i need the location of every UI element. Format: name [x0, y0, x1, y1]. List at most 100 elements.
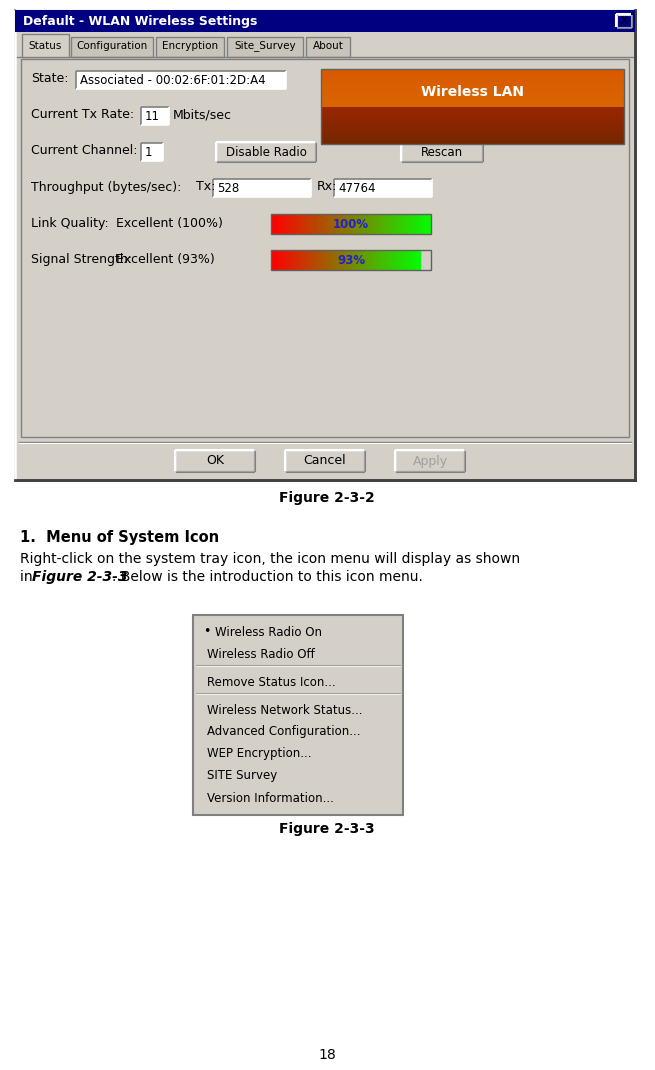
- Bar: [369, 214, 371, 234]
- Bar: [395, 214, 398, 234]
- Bar: [301, 250, 303, 270]
- Bar: [193, 615, 403, 815]
- Text: Throughput (bytes/sec):: Throughput (bytes/sec):: [31, 181, 181, 194]
- Text: Encryption: Encryption: [162, 41, 218, 51]
- Bar: [71, 37, 153, 57]
- Bar: [299, 250, 301, 270]
- Bar: [419, 214, 422, 234]
- Bar: [391, 214, 394, 234]
- Bar: [403, 214, 405, 234]
- Bar: [321, 114, 624, 117]
- Bar: [429, 250, 432, 270]
- Bar: [387, 250, 390, 270]
- Text: 47764: 47764: [338, 182, 375, 195]
- Bar: [289, 250, 291, 270]
- Text: Remove Status Icon...: Remove Status Icon...: [207, 675, 335, 688]
- Bar: [397, 214, 400, 234]
- Bar: [383, 250, 386, 270]
- Text: Wireless LAN: Wireless LAN: [421, 85, 524, 98]
- Bar: [413, 214, 415, 234]
- Bar: [403, 250, 405, 270]
- Text: 100%: 100%: [333, 217, 369, 230]
- Text: Figure 2-3-3: Figure 2-3-3: [32, 570, 128, 584]
- Bar: [321, 214, 324, 234]
- Text: in: in: [20, 570, 37, 584]
- Text: . Below is the introduction to this icon menu.: . Below is the introduction to this icon…: [112, 570, 423, 584]
- Bar: [321, 117, 624, 120]
- Text: Associated - 00:02:6F:01:2D:A4: Associated - 00:02:6F:01:2D:A4: [80, 74, 266, 87]
- Bar: [365, 214, 367, 234]
- Bar: [321, 72, 624, 75]
- Bar: [401, 142, 483, 162]
- Bar: [343, 214, 345, 234]
- Bar: [345, 250, 348, 270]
- Bar: [305, 250, 307, 270]
- Bar: [277, 214, 280, 234]
- Bar: [321, 134, 624, 137]
- Bar: [321, 250, 324, 270]
- Bar: [325, 214, 328, 234]
- Bar: [321, 137, 624, 139]
- Bar: [319, 250, 322, 270]
- Bar: [271, 214, 431, 234]
- Text: Wireless Radio Off: Wireless Radio Off: [207, 647, 315, 660]
- Bar: [321, 68, 624, 72]
- Bar: [361, 250, 364, 270]
- Text: 18: 18: [318, 1048, 336, 1063]
- Bar: [395, 450, 465, 472]
- Bar: [331, 214, 333, 234]
- Bar: [285, 450, 365, 472]
- Text: Wireless Radio On: Wireless Radio On: [215, 626, 322, 639]
- Bar: [273, 214, 276, 234]
- Bar: [307, 214, 310, 234]
- Bar: [389, 250, 392, 270]
- Bar: [616, 14, 632, 28]
- Bar: [299, 214, 301, 234]
- Bar: [349, 250, 352, 270]
- Bar: [76, 71, 286, 89]
- Bar: [389, 214, 392, 234]
- Bar: [371, 214, 373, 234]
- Bar: [321, 119, 624, 122]
- Bar: [357, 214, 360, 234]
- Bar: [321, 104, 624, 107]
- Bar: [277, 250, 280, 270]
- Bar: [363, 214, 365, 234]
- Bar: [321, 68, 624, 144]
- Bar: [323, 250, 326, 270]
- Bar: [275, 250, 278, 270]
- Bar: [341, 250, 343, 270]
- Bar: [271, 214, 274, 234]
- Text: Advanced Configuration...: Advanced Configuration...: [207, 725, 360, 738]
- Bar: [399, 250, 402, 270]
- Bar: [321, 81, 624, 85]
- Bar: [347, 214, 350, 234]
- Bar: [285, 250, 288, 270]
- Bar: [351, 214, 354, 234]
- Bar: [345, 214, 348, 234]
- Text: Status: Status: [29, 41, 62, 51]
- Bar: [373, 250, 375, 270]
- Bar: [361, 214, 364, 234]
- Bar: [297, 214, 299, 234]
- Bar: [295, 214, 297, 234]
- Bar: [321, 96, 624, 100]
- Text: Tx:: Tx:: [196, 181, 215, 194]
- Bar: [315, 214, 318, 234]
- Bar: [329, 214, 331, 234]
- Bar: [303, 214, 305, 234]
- Text: Right-click on the system tray icon, the icon menu will display as shown: Right-click on the system tray icon, the…: [20, 552, 520, 566]
- Bar: [381, 250, 383, 270]
- Text: Current Channel:: Current Channel:: [31, 144, 138, 157]
- Bar: [411, 250, 413, 270]
- Text: 528: 528: [217, 182, 239, 195]
- Text: Wireless Network Status...: Wireless Network Status...: [207, 703, 362, 717]
- Bar: [321, 76, 624, 79]
- Bar: [339, 214, 341, 234]
- Bar: [287, 250, 290, 270]
- Bar: [321, 100, 624, 102]
- Bar: [377, 214, 379, 234]
- Bar: [357, 250, 360, 270]
- Bar: [156, 37, 224, 57]
- Text: 93%: 93%: [337, 254, 365, 266]
